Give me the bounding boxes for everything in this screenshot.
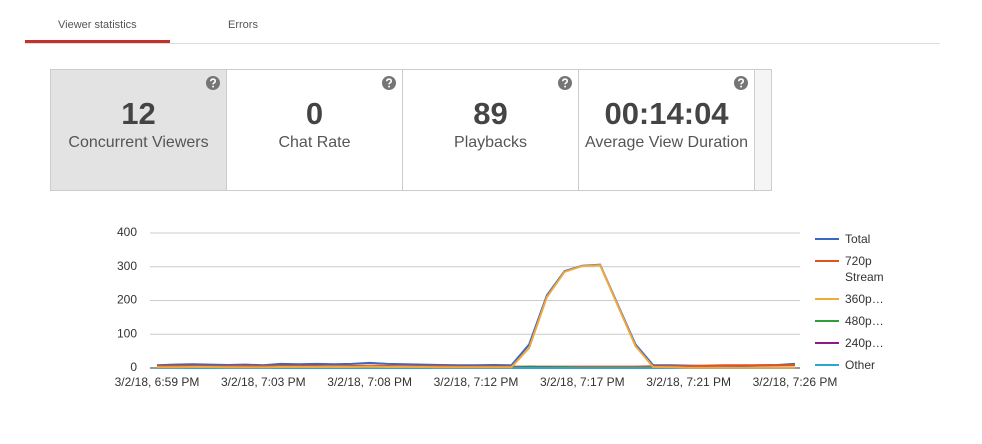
stat-value: 0	[305, 96, 324, 131]
x-tick-label: 3/2/18, 7:21 PM	[646, 375, 731, 389]
x-tick-label: 3/2/18, 6:59 PM	[115, 375, 200, 389]
help-icon[interactable]	[558, 76, 572, 90]
legend-item[interactable]: 480p…	[815, 313, 900, 329]
y-tick-label: 100	[117, 326, 137, 340]
stat-cards: 12 Concurrent Viewers 0 Chat Rate 89 Playback…	[50, 69, 772, 191]
legend-item[interactable]: Other	[815, 357, 900, 373]
legend-label: 240p…	[845, 336, 884, 350]
legend-swatch	[815, 238, 839, 240]
stat-card[interactable]: 0 Chat Rate	[227, 70, 403, 190]
x-tick-label: 3/2/18, 7:26 PM	[753, 375, 838, 389]
legend-label: 720p Stream	[845, 254, 884, 284]
legend-swatch	[815, 320, 839, 322]
stat-label: Concurrent Viewers	[68, 134, 209, 151]
legend-swatch	[815, 364, 839, 366]
help-icon[interactable]	[382, 76, 396, 90]
stat-label: Playbacks	[454, 134, 527, 151]
tab-indicator	[25, 40, 170, 43]
legend-item[interactable]: 360p…	[815, 291, 900, 307]
series-line	[157, 264, 795, 369]
y-tick-label: 0	[130, 360, 137, 374]
y-tick-label: 300	[117, 259, 137, 273]
x-tick-label: 3/2/18, 7:17 PM	[540, 375, 625, 389]
stat-label: Average View Duration	[584, 134, 749, 151]
y-tick-label: 400	[117, 225, 137, 239]
y-tick-label: 200	[117, 293, 137, 307]
x-tick-label: 3/2/18, 7:03 PM	[221, 375, 306, 389]
help-icon[interactable]	[734, 76, 748, 90]
x-tick-label: 3/2/18, 7:08 PM	[327, 375, 412, 389]
legend-swatch	[815, 298, 839, 300]
legend: Total 720p Stream 360p… 480p… 240p… Other	[815, 231, 900, 379]
tab-divider	[25, 43, 940, 44]
x-tick-label: 3/2/18, 7:12 PM	[434, 375, 519, 389]
stat-card[interactable]: 00:14:04 Average View Duration	[579, 70, 755, 190]
tab[interactable]: Errors	[228, 19, 258, 31]
stat-value: 00:14:04	[604, 96, 729, 131]
stat-card[interactable]: 12 Concurrent Viewers	[51, 70, 227, 190]
legend-item[interactable]: 240p…	[815, 335, 900, 351]
stat-card[interactable]: 89 Playbacks	[403, 70, 579, 190]
legend-swatch	[815, 342, 839, 344]
legend-label: 480p…	[845, 314, 884, 328]
stat-label: Chat Rate	[278, 134, 351, 151]
legend-item[interactable]: 720p Stream	[815, 253, 900, 285]
stat-value: 89	[473, 96, 508, 131]
legend-label: 360p…	[845, 292, 884, 306]
series-line	[156, 263, 796, 368]
legend-item[interactable]: Total	[815, 231, 900, 247]
help-icon[interactable]	[206, 76, 220, 90]
legend-label: Other	[845, 358, 876, 372]
stat-value: 12	[121, 96, 156, 131]
tab[interactable]: Viewer statistics	[58, 19, 137, 31]
legend-swatch	[815, 260, 839, 262]
legend-label: Total	[845, 232, 871, 246]
